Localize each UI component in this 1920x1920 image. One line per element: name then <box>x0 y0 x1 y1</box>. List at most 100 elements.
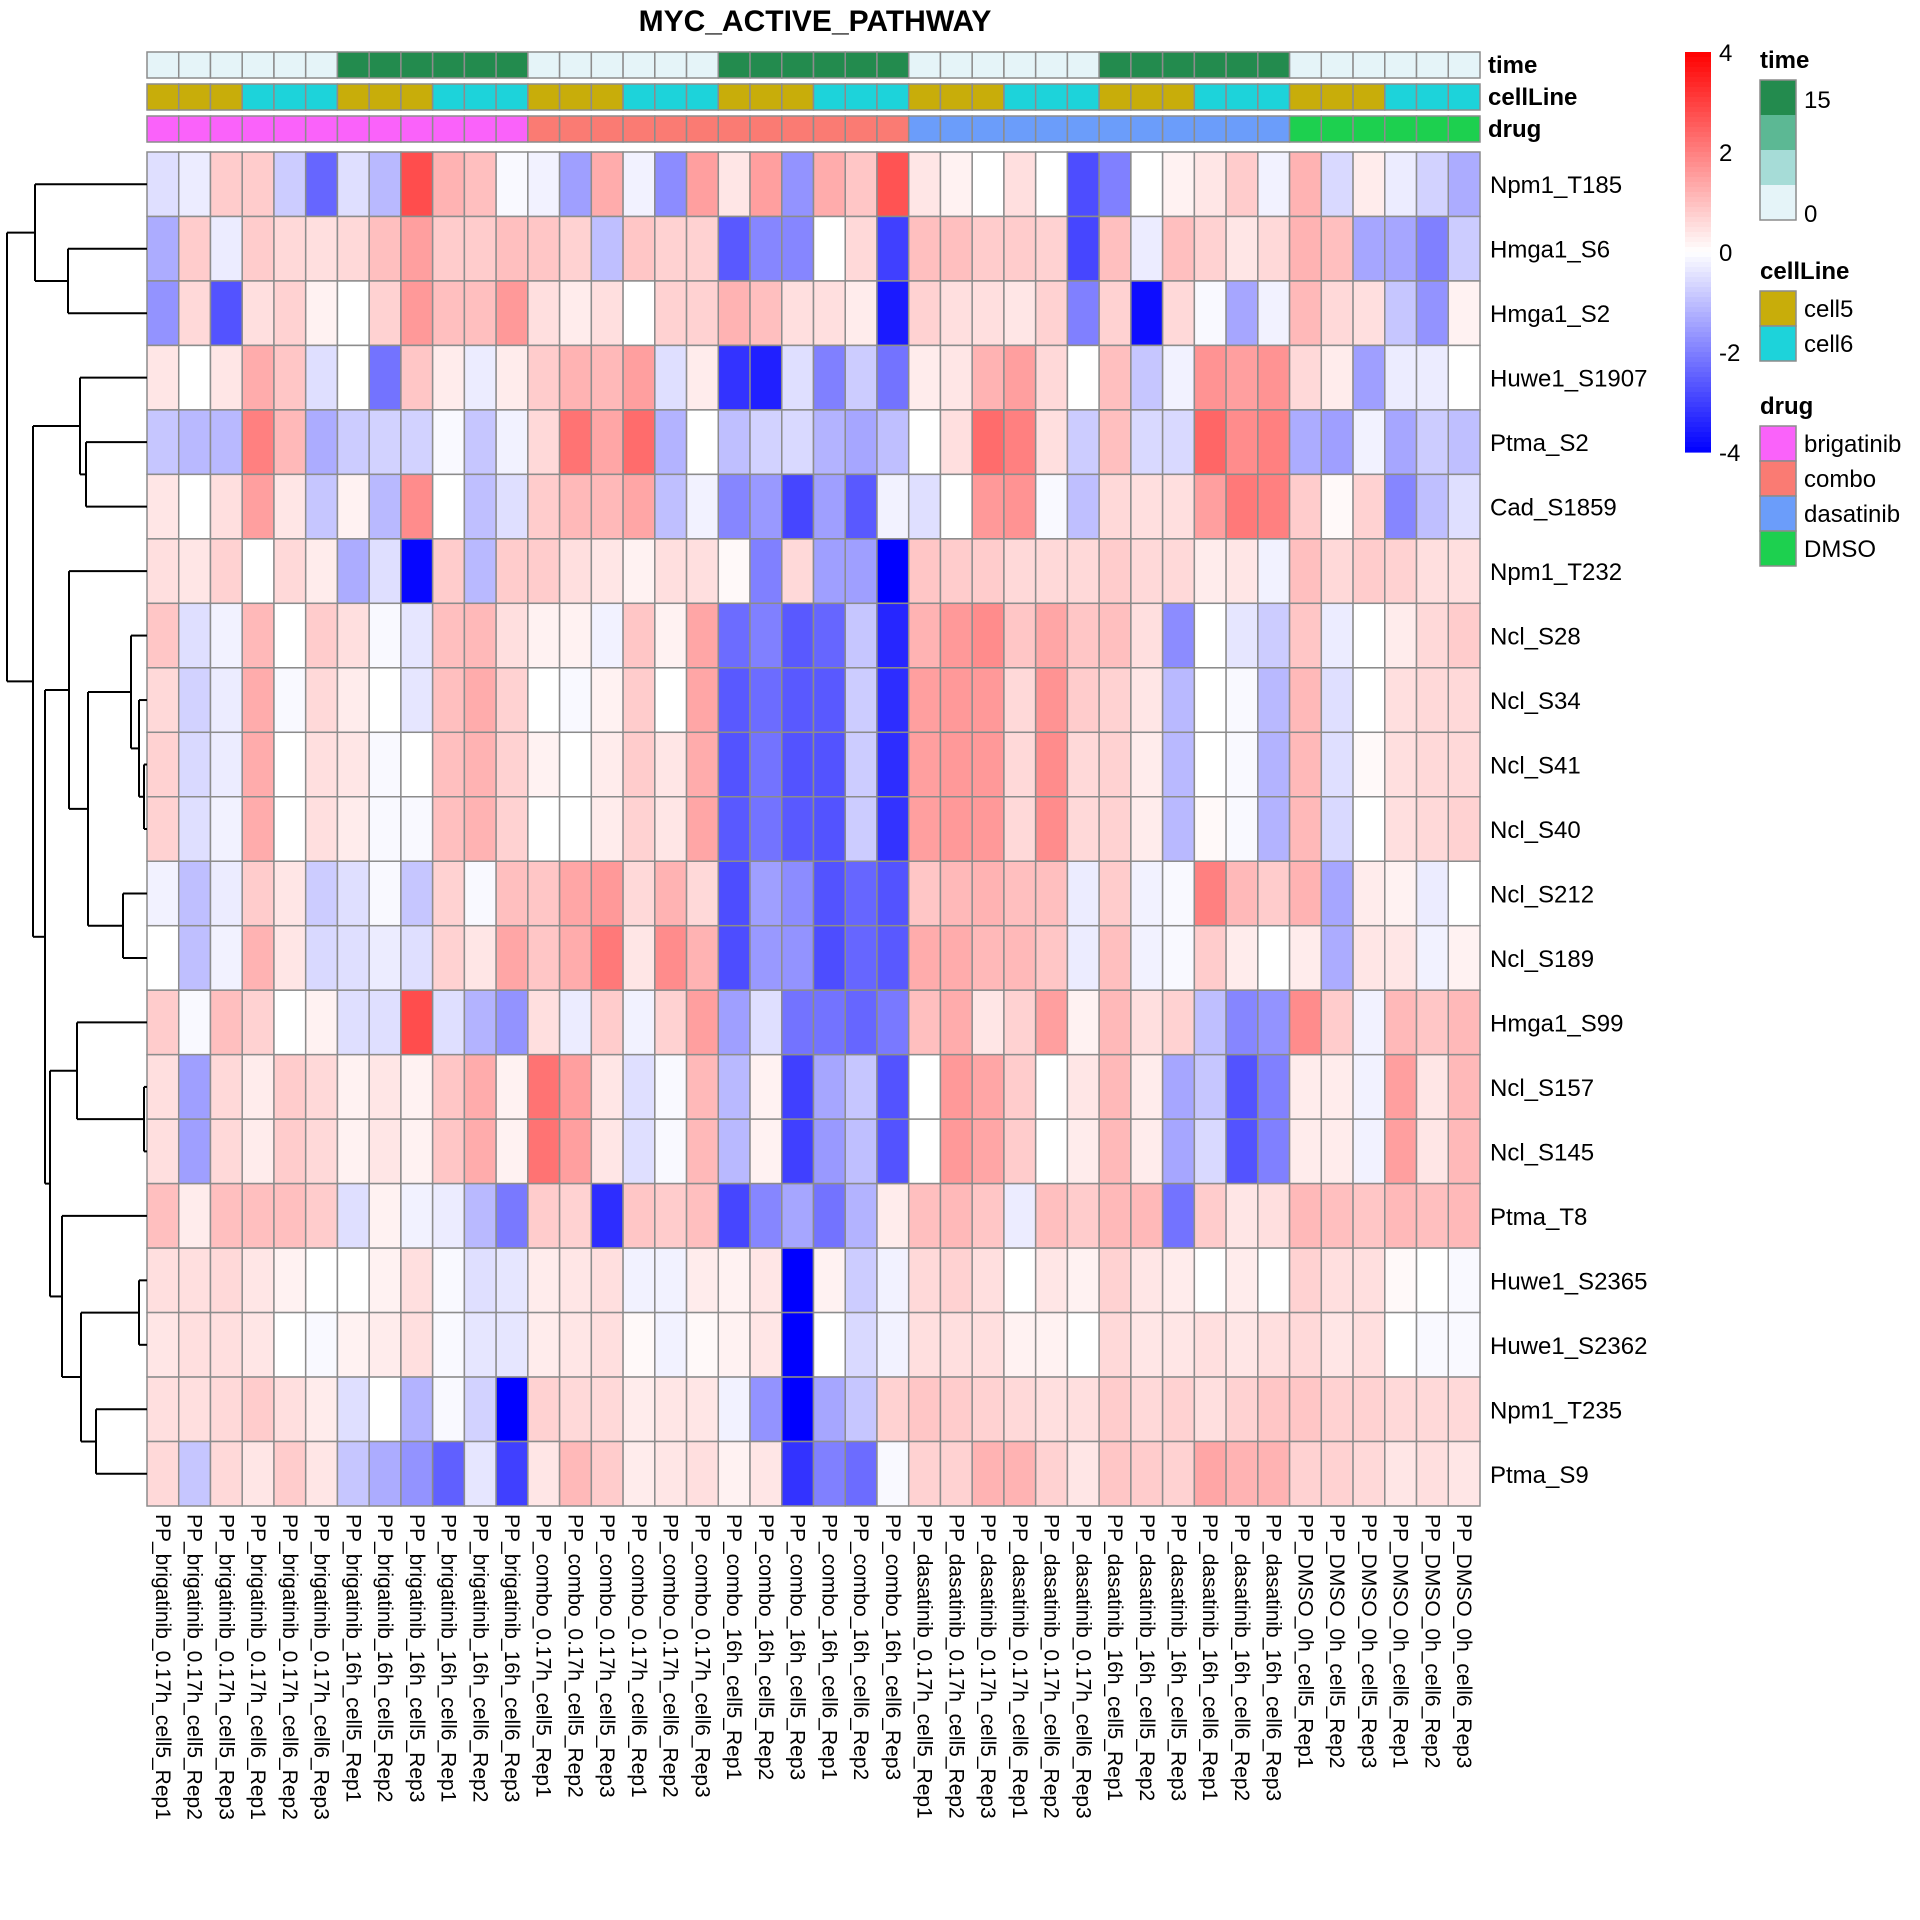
annotation-cell-cellLine <box>400 83 434 111</box>
heatmap-cell <box>1034 860 1069 927</box>
column-label: PP_dasatinib_16h_cell5_Rep2 <box>1135 1514 1158 1801</box>
heatmap-cell <box>1098 473 1132 540</box>
heatmap-cell <box>273 1182 307 1249</box>
heatmap-cell <box>431 731 466 798</box>
heatmap-cell <box>558 538 593 605</box>
heatmap-cell <box>1320 538 1354 605</box>
heatmap-cell <box>1384 538 1418 605</box>
annotation-cell-time <box>781 51 815 79</box>
heatmap-cell <box>431 344 466 411</box>
legend-swatch-drug <box>1759 460 1797 497</box>
heatmap-cell <box>876 667 910 734</box>
heatmap-cell <box>1193 151 1227 218</box>
heatmap-cell <box>336 667 370 734</box>
heatmap-cell <box>1288 1247 1323 1314</box>
heatmap-cell <box>781 1118 815 1185</box>
annotation-cell-drug <box>971 115 1005 143</box>
heatmap-cell <box>495 538 529 605</box>
column-label: PP_combo_16h_cell6_Rep1 <box>817 1514 840 1780</box>
heatmap-cell <box>527 1247 561 1314</box>
heatmap-cell <box>1447 280 1481 347</box>
heatmap-cell <box>1384 731 1418 798</box>
heatmap-cell <box>654 1247 688 1314</box>
heatmap-cell <box>463 344 497 411</box>
legend-label-cellLine: cell5 <box>1804 296 1853 323</box>
heatmap-cell <box>971 280 1005 347</box>
heatmap-cell <box>781 860 815 927</box>
heatmap-cell <box>590 1118 624 1185</box>
heatmap-cell <box>241 1311 275 1378</box>
heatmap-cell <box>812 538 846 605</box>
column-label: PP_DMSO_0h_cell5_Rep2 <box>1325 1514 1348 1768</box>
color-key-segment <box>1685 152 1711 158</box>
heatmap-cell <box>685 1118 720 1185</box>
heatmap-cell <box>685 280 720 347</box>
heatmap-cell <box>558 1247 593 1314</box>
heatmap-cell <box>1288 1118 1323 1185</box>
heatmap-cell <box>812 989 846 1056</box>
heatmap-cell <box>844 215 878 282</box>
color-key-segment <box>1685 267 1711 273</box>
heatmap-cell <box>368 344 402 411</box>
heatmap-cell <box>971 1376 1005 1443</box>
heatmap-cell <box>1447 151 1481 218</box>
heatmap-cell <box>1384 151 1418 218</box>
heatmap-cell <box>622 1376 656 1443</box>
heatmap-cell <box>1320 667 1354 734</box>
heatmap-cell <box>1447 1440 1481 1507</box>
legend-title-cellLine: cellLine <box>1760 258 1849 285</box>
annotation-cell-cellLine <box>1161 83 1196 111</box>
annotation-cell-cellLine <box>1320 83 1354 111</box>
color-key-segment <box>1685 242 1711 248</box>
heatmap-cell <box>622 602 656 669</box>
color-key-segment <box>1685 402 1711 408</box>
heatmap-cell <box>304 151 339 218</box>
heatmap-cell <box>1066 215 1100 282</box>
annotation-cell-time <box>336 51 370 79</box>
annotation-cell-cellLine <box>463 83 497 111</box>
heatmap-cell <box>1193 1247 1227 1314</box>
heatmap-cell <box>177 215 212 282</box>
heatmap-cell <box>558 151 593 218</box>
heatmap-cell <box>1193 473 1227 540</box>
heatmap-cell <box>146 1440 180 1507</box>
heatmap-cell <box>1352 602 1386 669</box>
heatmap-cell <box>400 538 434 605</box>
heatmap-cell <box>527 602 561 669</box>
annotation-cell-time <box>1193 51 1227 79</box>
heatmap-cell <box>1066 796 1100 862</box>
heatmap-cell <box>1098 280 1132 347</box>
heatmap-cell <box>812 667 846 734</box>
heatmap-cell <box>907 860 942 927</box>
heatmap-cell <box>781 215 815 282</box>
heatmap-cell <box>1066 1247 1100 1314</box>
heatmap-cell <box>717 1311 751 1378</box>
heatmap-cell <box>527 667 561 734</box>
column-label: PP_dasatinib_16h_cell5_Rep3 <box>1166 1514 1189 1801</box>
annotation-label-time: time <box>1488 52 1537 79</box>
heatmap-cell <box>1161 1440 1196 1507</box>
heatmap-cell <box>622 344 656 411</box>
heatmap-cell <box>1320 1376 1354 1443</box>
heatmap-cell <box>209 1311 243 1378</box>
heatmap-cell <box>939 280 973 347</box>
row-label: Ncl_S40 <box>1490 817 1581 844</box>
heatmap-cell <box>844 1182 878 1249</box>
heatmap-cell <box>749 409 783 476</box>
heatmap-cell <box>685 1247 720 1314</box>
heatmap-cell <box>876 602 910 669</box>
heatmap-cell <box>685 924 720 991</box>
heatmap-cell <box>1098 1182 1132 1249</box>
heatmap-cell <box>336 215 370 282</box>
heatmap-cell <box>971 1247 1005 1314</box>
heatmap-cell <box>1034 731 1069 798</box>
heatmap-cell <box>1415 473 1450 540</box>
color-key-segment <box>1685 147 1711 153</box>
heatmap-cell <box>590 1311 624 1378</box>
annotation-cell-time <box>368 51 402 79</box>
heatmap-cell <box>1098 215 1132 282</box>
heatmap-cell <box>1415 602 1450 669</box>
heatmap-cell <box>749 344 783 411</box>
heatmap-cell <box>495 344 529 411</box>
annotation-cell-cellLine <box>241 83 275 111</box>
